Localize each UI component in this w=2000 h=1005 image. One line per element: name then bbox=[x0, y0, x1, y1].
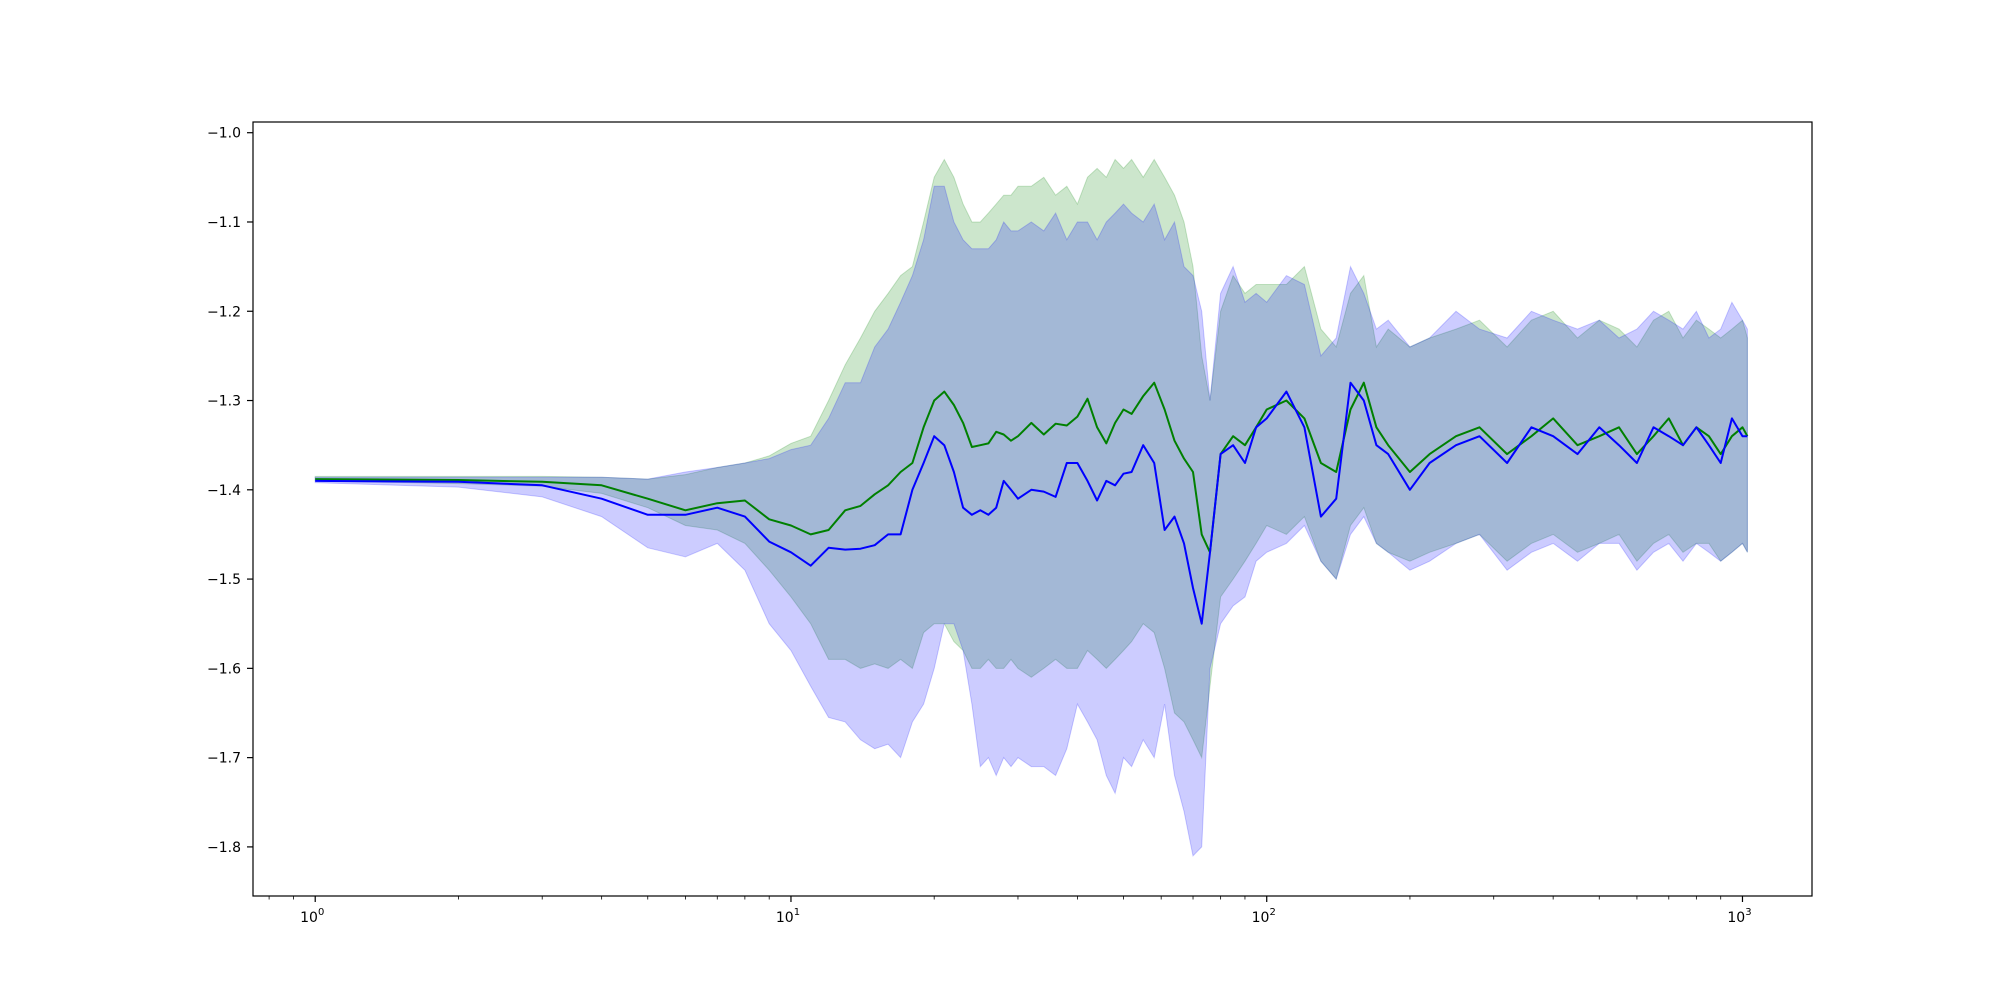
y-tick-label-5: −1.5 bbox=[207, 572, 241, 588]
y-tick-label-7: −1.7 bbox=[207, 751, 241, 767]
series-lines bbox=[315, 381, 1749, 625]
y-tick-label-0: −1.0 bbox=[207, 126, 241, 142]
line-series-1 bbox=[315, 381, 1748, 625]
plot-frame bbox=[252, 121, 1813, 897]
band-series-1 bbox=[314, 185, 1748, 857]
band-series-0 bbox=[314, 158, 1748, 760]
line-series-0 bbox=[315, 381, 1749, 554]
x-tick-label-2: 102 bbox=[1252, 907, 1276, 926]
y-tick-label-3: −1.3 bbox=[207, 394, 241, 410]
x-tick-label-1: 101 bbox=[776, 907, 800, 926]
y-tick-label-4: −1.4 bbox=[207, 483, 241, 499]
y-tick-label-8: −1.8 bbox=[207, 840, 241, 856]
x-tick-label-0: 100 bbox=[300, 907, 324, 926]
y-tick-label-6: −1.6 bbox=[207, 661, 241, 677]
axes: −1.0 −1.1 −1.2 −1.3 −1.4 −1.5 −1.6 −1.7 −1.8 100 1… bbox=[207, 121, 1813, 926]
confidence-bands bbox=[314, 158, 1748, 857]
y-tick-label-2: −1.2 bbox=[207, 304, 241, 320]
y-tick-label-1: −1.1 bbox=[207, 215, 241, 231]
x-tick-label-3: 103 bbox=[1727, 907, 1751, 926]
